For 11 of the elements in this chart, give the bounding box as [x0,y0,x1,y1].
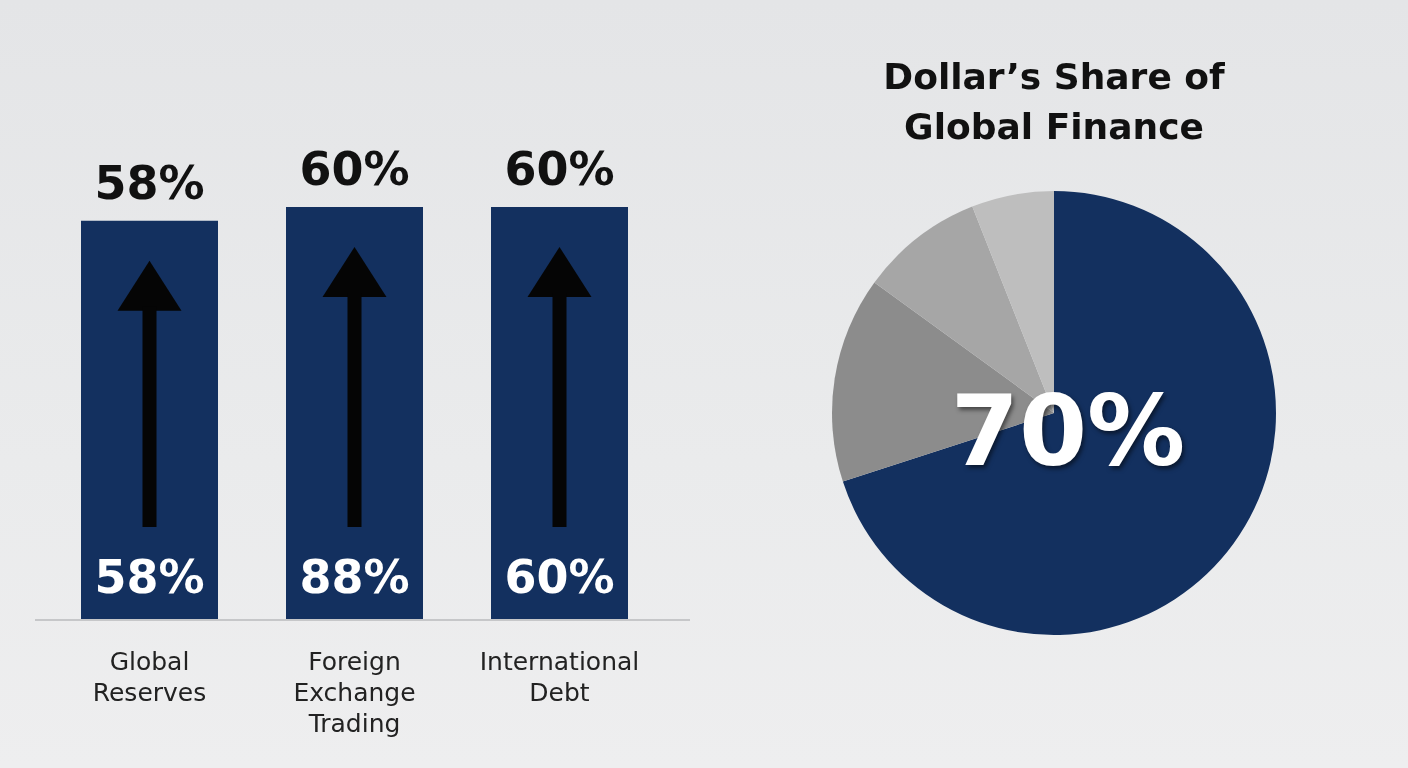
data-label: 58% [94,155,205,210]
x-tick-label: International Debt [479,647,640,707]
x-tick-label: Foreign Exchange Trading [293,647,416,738]
annotation: 58% [94,550,205,604]
annotation: 88% [299,550,410,604]
data-label: 70% [950,374,1186,488]
annotation: 60% [504,550,615,604]
chart-title: Dollar’s Share of Global Finance [882,55,1226,149]
x-tick-label: Global Reserves [92,647,207,707]
data-label: 60% [299,142,410,196]
data-label: 60% [504,142,615,196]
